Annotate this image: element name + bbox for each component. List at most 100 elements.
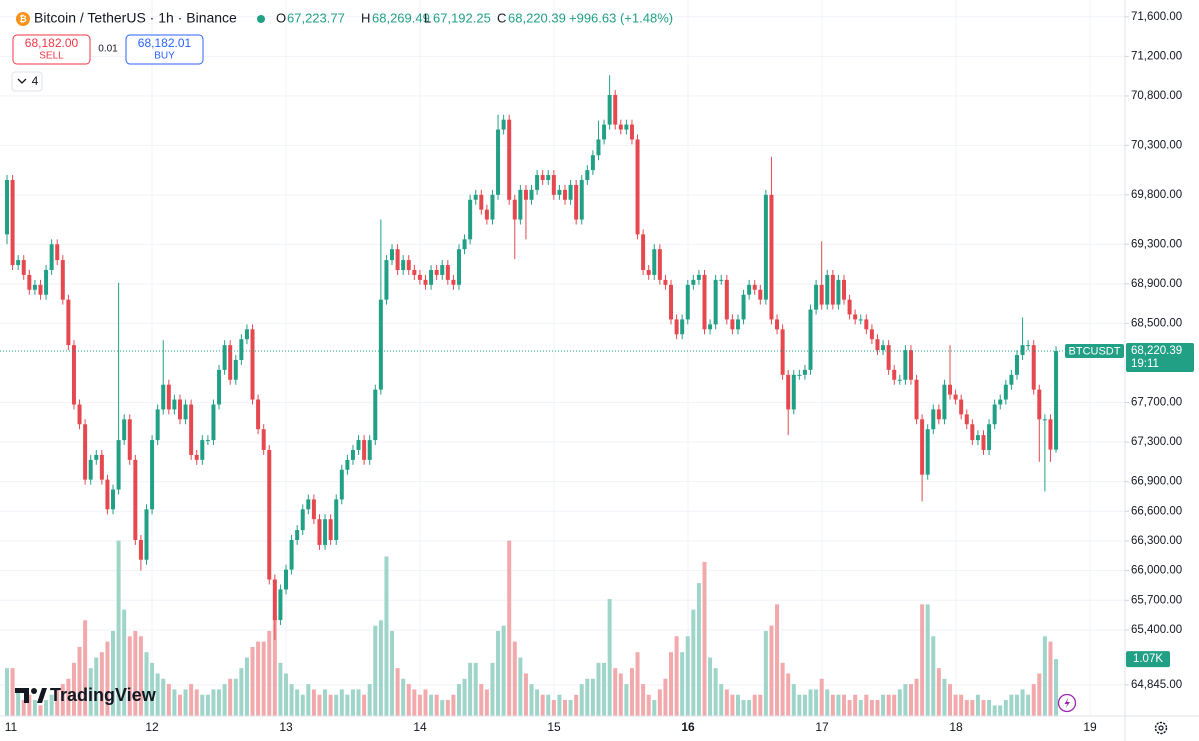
candle-body	[311, 499, 316, 520]
volume-bar	[864, 694, 869, 716]
candle-body	[295, 530, 300, 540]
candle-body	[462, 239, 467, 250]
buy-price[interactable]: 68,182.01	[138, 36, 192, 50]
indicators-count[interactable]: 4	[32, 74, 39, 88]
candle-body	[563, 189, 567, 200]
buy-button-box[interactable]	[125, 34, 204, 65]
y-tick-label: 71,600.00	[1131, 11, 1182, 23]
volume-bar	[250, 646, 255, 716]
candle-body	[390, 249, 395, 261]
close-value: 68,220.39	[508, 10, 566, 25]
candle-body	[10, 179, 15, 266]
volume-bar	[842, 694, 846, 716]
volume-bar	[747, 700, 752, 716]
volume-bar	[434, 694, 439, 716]
candle-body	[987, 424, 992, 450]
symbol-title[interactable]: Bitcoin / TetherUS · 1h · Binance	[34, 10, 237, 26]
candle-body	[94, 454, 99, 460]
volume-layer	[5, 540, 1059, 716]
volume-bar	[284, 673, 288, 716]
candle-body	[702, 274, 707, 330]
volume-bar	[981, 700, 986, 716]
candle-body	[975, 435, 980, 441]
candle-body	[602, 124, 607, 140]
buy-button[interactable]: 68,182.01 BUY	[125, 34, 204, 65]
volume-bar	[920, 604, 925, 716]
volume-bar	[758, 694, 763, 716]
logo-mark	[15, 688, 29, 703]
volume-bar	[557, 694, 562, 716]
volume-bar	[652, 700, 657, 716]
candle-body	[1037, 389, 1042, 420]
candle-body	[1020, 345, 1025, 356]
x-tick-label: 16	[681, 720, 695, 734]
volume-bar	[122, 609, 127, 716]
volume-bar	[635, 652, 640, 716]
y-tick-label: 69,300.00	[1131, 238, 1182, 250]
volume-bar	[730, 694, 735, 716]
candle-body	[211, 404, 216, 441]
candle-body	[172, 399, 177, 410]
y-tick-label: 67,700.00	[1131, 397, 1182, 409]
volume-bar	[66, 678, 71, 716]
volume-bar	[21, 700, 26, 716]
volume-bar	[942, 678, 947, 716]
candle-body	[440, 265, 445, 275]
candle-body	[77, 404, 82, 425]
volume-bar	[468, 662, 473, 716]
volume-bar	[858, 700, 863, 716]
sell-button[interactable]: 68,182.00 SELL	[12, 34, 91, 65]
candle-body	[323, 519, 328, 545]
volume-bar	[334, 694, 339, 716]
volume-bar	[892, 694, 897, 716]
gear-outline[interactable]	[1154, 721, 1168, 735]
volume-bar	[881, 694, 886, 716]
volume-bar	[825, 689, 830, 716]
volume-bar	[830, 694, 835, 716]
volume-bar	[194, 689, 199, 716]
candle-body	[858, 319, 863, 321]
candle-body	[529, 189, 534, 200]
volume-bar	[205, 694, 210, 716]
candle-body	[144, 509, 149, 560]
volume-bar	[847, 700, 852, 716]
settings-button[interactable]	[1154, 721, 1168, 735]
lightning-button[interactable]	[1057, 693, 1077, 713]
x-tick-label: 19	[1083, 720, 1097, 734]
candle-body	[596, 139, 601, 156]
volume-bar	[38, 705, 43, 716]
sell-text[interactable]: SELL	[39, 51, 64, 62]
candle-body	[1003, 384, 1008, 400]
candle-body	[127, 419, 132, 460]
volume-bar	[1048, 641, 1053, 716]
candle-body	[356, 440, 361, 450]
sell-button-box[interactable]	[12, 34, 91, 65]
volume-bar	[540, 694, 545, 716]
sell-price[interactable]: 68,182.00	[25, 36, 79, 50]
candle-body	[825, 274, 830, 305]
volume-bar	[786, 673, 791, 716]
high-label: H	[361, 10, 370, 25]
candle-body	[384, 260, 389, 300]
indicators-toggle[interactable]: 4	[11, 71, 43, 92]
volume-bar	[166, 684, 171, 716]
volume-bar	[423, 689, 428, 716]
y-tick-label: 70,800.00	[1131, 90, 1182, 102]
volume-bar	[708, 657, 713, 716]
y-tick-label: 69,800.00	[1131, 189, 1182, 201]
candle-body	[819, 284, 824, 305]
candle-body	[88, 459, 93, 480]
buy-text[interactable]: BUY	[154, 51, 175, 62]
candle-body	[546, 175, 551, 180]
x-tick-label: 17	[815, 720, 829, 734]
candle-body	[317, 519, 322, 545]
candle-body	[869, 329, 874, 340]
candle-body	[981, 435, 986, 450]
indicators-toggle-box[interactable]	[11, 71, 43, 92]
y-tick-label: 66,300.00	[1131, 535, 1182, 547]
candle-body	[691, 279, 696, 285]
candle-body	[908, 350, 913, 380]
candle-body	[133, 459, 138, 540]
volume-bar	[1003, 700, 1008, 716]
